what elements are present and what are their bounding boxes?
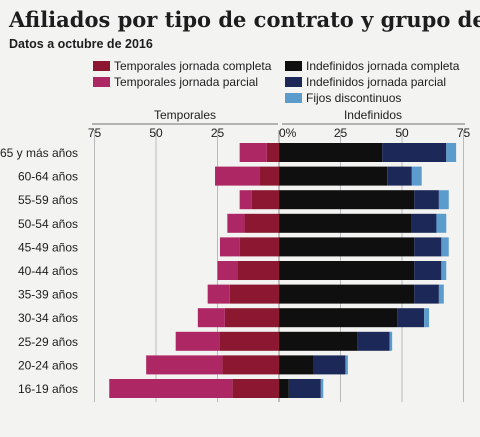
legend-label-fijos-discontinuos: Fijos discontinuos — [306, 91, 401, 105]
x-tick-label-50: 50 — [395, 126, 409, 140]
category-label-45-49-a-os: 45-49 años — [18, 240, 78, 254]
bars — [109, 143, 457, 398]
bar-temporales-jornada-completa-55-59-a-os — [251, 190, 279, 210]
bar-temporales-jornada-completa-60-64-a-os — [259, 166, 279, 186]
bar-indefinidos-jornada-parcial-40-44-a-os — [414, 261, 442, 280]
bar-indefinidos-jornada-parcial-65-y-m-s-a-os — [382, 143, 447, 162]
x-tick-label-25: 25 — [334, 126, 348, 140]
bar-fijos-discontinuos-65-y-m-s-a-os — [446, 143, 457, 162]
bar-indefinidos-jornada-parcial-55-59-a-os — [414, 190, 439, 210]
bar-temporales-jornada-completa-50-54-a-os — [244, 213, 279, 233]
bar-temporales-jornada-completa-40-44-a-os — [237, 261, 279, 280]
bar-temporales-jornada-parcial-20-24-a-os — [146, 355, 223, 375]
bar-temporales-jornada-parcial-65-y-m-s-a-os — [239, 143, 267, 162]
legend-swatch-temporales-parcial — [93, 77, 110, 87]
bar-temporales-jornada-completa-65-y-m-s-a-os — [266, 143, 279, 162]
bar-indefinidos-jornada-completa-20-24-a-os — [279, 355, 314, 375]
legend-swatch-indefinidos-parcial — [285, 77, 302, 87]
bar-fijos-discontinuos-20-24-a-os — [345, 355, 348, 375]
chart-title: Afiliados por tipo de contrato y grupo d… — [8, 7, 480, 32]
category-label-55-59-a-os: 55-59 años — [18, 193, 78, 207]
legend-item-temporales-parcial: Temporales jornada parcial — [93, 75, 258, 89]
bar-indefinidos-jornada-parcial-30-34-a-os — [397, 308, 425, 328]
category-label-25-29-a-os: 25-29 años — [18, 335, 78, 349]
bar-temporales-jornada-completa-45-49-a-os — [239, 237, 279, 257]
bar-temporales-jornada-parcial-50-54-a-os — [227, 213, 245, 233]
bar-temporales-jornada-parcial-30-34-a-os — [197, 308, 225, 328]
panel-label-indefinidos: Indefinidos — [344, 108, 402, 122]
legend-label-temporales-completa: Temporales jornada completa — [114, 59, 272, 73]
bar-fijos-discontinuos-30-34-a-os — [424, 308, 430, 328]
bar-indefinidos-jornada-completa-40-44-a-os — [279, 261, 415, 280]
bar-temporales-jornada-parcial-40-44-a-os — [217, 261, 238, 280]
bar-indefinidos-jornada-parcial-25-29-a-os — [357, 331, 390, 351]
bar-temporales-jornada-parcial-25-29-a-os — [175, 331, 220, 351]
bar-fijos-discontinuos-45-49-a-os — [441, 237, 449, 257]
category-label-20-24-a-os: 20-24 años — [18, 358, 78, 372]
category-label-35-39-a-os: 35-39 años — [18, 288, 78, 302]
bar-temporales-jornada-parcial-35-39-a-os — [207, 284, 230, 304]
bar-fijos-discontinuos-35-39-a-os — [438, 284, 444, 304]
category-label-50-54-a-os: 50-54 años — [18, 217, 78, 231]
x-axis-ticks: 75 50 25 0% 25 50 75 — [88, 126, 471, 140]
bar-indefinidos-jornada-completa-45-49-a-os — [279, 237, 415, 257]
x-tick-label-0: 0% — [279, 126, 297, 140]
bar-temporales-jornada-completa-35-39-a-os — [229, 284, 279, 304]
legend-item-fijos-discontinuos: Fijos discontinuos — [285, 91, 401, 105]
category-label-65-y-m-s-a-os: 65 y más años — [0, 146, 78, 160]
bar-temporales-jornada-completa-16-19-a-os — [232, 379, 279, 398]
bar-indefinidos-jornada-completa-25-29-a-os — [279, 331, 358, 351]
bar-temporales-jornada-parcial-45-49-a-os — [219, 237, 240, 257]
x-tick-label-m25: 25 — [211, 126, 225, 140]
bar-temporales-jornada-parcial-60-64-a-os — [215, 166, 260, 186]
bar-temporales-jornada-parcial-16-19-a-os — [109, 379, 233, 398]
bar-temporales-jornada-completa-30-34-a-os — [224, 308, 279, 328]
bar-indefinidos-jornada-completa-35-39-a-os — [279, 284, 415, 304]
bar-indefinidos-jornada-parcial-16-19-a-os — [288, 379, 321, 398]
category-label-40-44-a-os: 40-44 años — [18, 264, 78, 278]
bar-temporales-jornada-completa-20-24-a-os — [222, 355, 279, 375]
bar-indefinidos-jornada-parcial-20-24-a-os — [313, 355, 346, 375]
legend-label-temporales-parcial: Temporales jornada parcial — [114, 75, 258, 89]
legend-item-temporales-completa: Temporales jornada completa — [93, 59, 272, 73]
bar-temporales-jornada-parcial-55-59-a-os — [239, 190, 252, 210]
bar-indefinidos-jornada-parcial-60-64-a-os — [387, 166, 412, 186]
legend-swatch-temporales-completa — [93, 61, 110, 71]
bar-indefinidos-jornada-completa-30-34-a-os — [279, 308, 398, 328]
legend-item-indefinidos-parcial: Indefinidos jornada parcial — [285, 75, 446, 89]
legend-swatch-fijos-discontinuos — [285, 93, 302, 103]
x-tick-label-m50: 50 — [149, 126, 163, 140]
bar-fijos-discontinuos-55-59-a-os — [438, 190, 449, 210]
x-tick-label-75: 75 — [457, 126, 471, 140]
chart-subtitle: Datos a octubre de 2016 — [9, 37, 153, 51]
bar-fijos-discontinuos-40-44-a-os — [441, 261, 447, 280]
y-axis-labels: 65 y más años 60-64 años 55-59 años 50-54 a… — [0, 146, 78, 396]
bar-indefinidos-jornada-parcial-50-54-a-os — [411, 213, 437, 233]
bar-fijos-discontinuos-50-54-a-os — [436, 213, 447, 233]
panel-label-temporales: Temporales — [154, 108, 216, 122]
bar-indefinidos-jornada-parcial-35-39-a-os — [414, 284, 439, 304]
bar-indefinidos-jornada-completa-60-64-a-os — [279, 166, 388, 186]
category-label-30-34-a-os: 30-34 años — [18, 311, 78, 325]
bar-indefinidos-jornada-completa-55-59-a-os — [279, 190, 415, 210]
bar-fijos-discontinuos-16-19-a-os — [320, 379, 324, 398]
legend: Temporales jornada completa Temporales j… — [93, 59, 460, 105]
legend-label-indefinidos-parcial: Indefinidos jornada parcial — [306, 75, 446, 89]
bar-indefinidos-jornada-completa-65-y-m-s-a-os — [279, 143, 383, 162]
bar-fijos-discontinuos-60-64-a-os — [411, 166, 422, 186]
bar-indefinidos-jornada-completa-50-54-a-os — [279, 213, 412, 233]
bar-indefinidos-jornada-parcial-45-49-a-os — [414, 237, 442, 257]
bar-temporales-jornada-completa-25-29-a-os — [219, 331, 279, 351]
legend-item-indefinidos-completa: Indefinidos jornada completa — [285, 59, 460, 73]
category-label-16-19-a-os: 16-19 años — [18, 382, 78, 396]
legend-swatch-indefinidos-completa — [285, 61, 302, 71]
category-label-60-64-a-os: 60-64 años — [18, 170, 78, 184]
x-tick-label-m75: 75 — [88, 126, 102, 140]
bar-fijos-discontinuos-25-29-a-os — [389, 331, 393, 351]
bar-indefinidos-jornada-completa-16-19-a-os — [279, 379, 289, 398]
legend-label-indefinidos-completa: Indefinidos jornada completa — [306, 59, 460, 73]
